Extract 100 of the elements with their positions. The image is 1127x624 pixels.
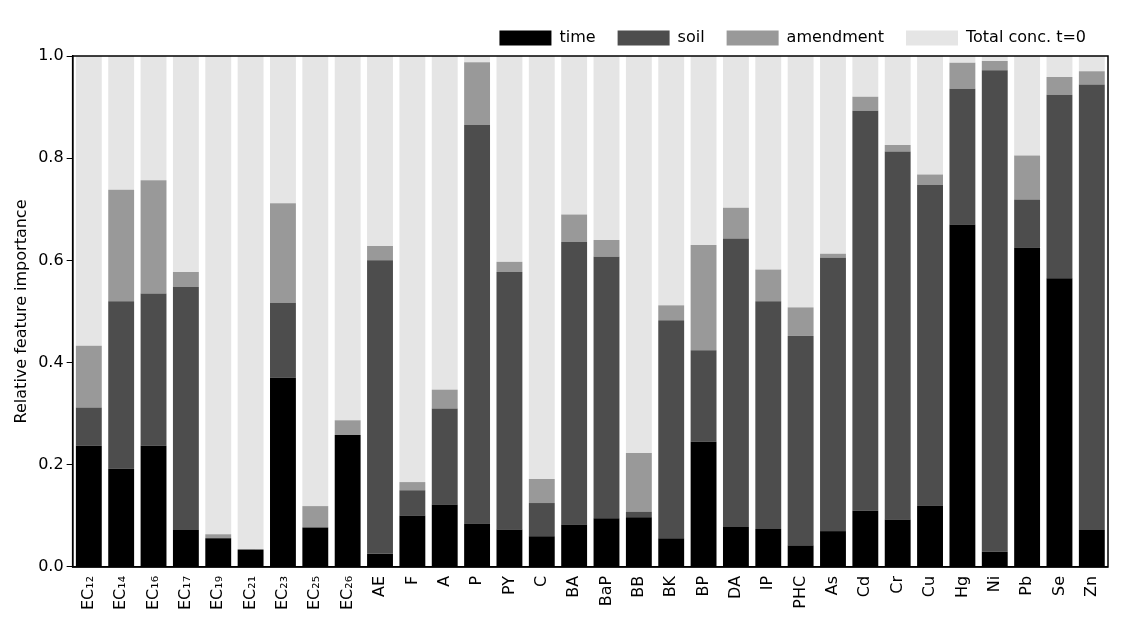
x-tick-label: AE xyxy=(369,575,389,597)
bar xyxy=(852,56,879,97)
bar xyxy=(237,56,264,550)
bar xyxy=(593,239,620,257)
bar xyxy=(270,56,296,204)
bar xyxy=(917,56,943,175)
bar xyxy=(334,420,361,436)
bar xyxy=(1078,56,1105,72)
x-tick-label: PY xyxy=(498,575,518,595)
x-tick-label: BP xyxy=(692,575,712,597)
bar xyxy=(270,203,296,303)
bar xyxy=(431,408,458,505)
x-tick-label: Cd xyxy=(854,575,874,598)
bar xyxy=(528,479,555,504)
x-tick-label: As xyxy=(822,575,842,596)
legend-label: soil xyxy=(677,27,705,47)
y-tick-label: 1.0 xyxy=(38,45,64,65)
x-tick-label: Cu xyxy=(919,575,939,598)
bar xyxy=(172,56,199,273)
bar xyxy=(108,189,135,302)
bar xyxy=(658,305,685,321)
bar xyxy=(884,151,911,520)
x-tick-label: Cr xyxy=(886,575,906,594)
bar xyxy=(625,511,652,518)
x-tick-label: BA xyxy=(563,575,583,598)
x-tick-label: Hg xyxy=(951,575,971,599)
y-tick-label: 0.8 xyxy=(38,147,64,167)
bar xyxy=(917,184,943,506)
bar xyxy=(690,245,717,351)
x-tick-label: Zn xyxy=(1080,575,1100,597)
bar xyxy=(496,272,523,530)
bar xyxy=(367,56,393,247)
bar xyxy=(852,96,879,111)
bar xyxy=(949,56,976,63)
bar xyxy=(140,56,167,181)
bar xyxy=(755,269,782,302)
x-tick-label: Pb xyxy=(1016,575,1036,596)
bar xyxy=(658,320,685,539)
bar xyxy=(270,302,296,378)
bar xyxy=(722,207,749,239)
bar xyxy=(884,56,911,145)
bar xyxy=(75,407,102,446)
x-tick-label: EC₁₄ xyxy=(110,575,130,610)
bar xyxy=(302,506,329,528)
bar xyxy=(722,238,749,528)
bar xyxy=(722,56,749,208)
bar xyxy=(1078,71,1105,85)
bar xyxy=(464,124,491,524)
bar xyxy=(302,56,329,507)
bar xyxy=(464,62,491,125)
bar xyxy=(787,307,814,336)
legend-label: Total conc. t=0 xyxy=(964,27,1087,47)
bar xyxy=(75,345,102,408)
x-tick-label: PHC xyxy=(789,575,809,609)
bar xyxy=(593,56,620,240)
bar xyxy=(690,56,717,246)
bar xyxy=(1014,56,1041,156)
bar xyxy=(755,301,782,530)
x-tick-label: DA xyxy=(725,575,745,599)
bar xyxy=(949,88,976,225)
bar xyxy=(820,56,846,254)
bar xyxy=(1046,76,1073,95)
y-axis-title: Relative feature importance xyxy=(10,199,30,424)
bar xyxy=(820,253,846,258)
bar xyxy=(561,214,588,242)
x-tick-label: EC₁₂ xyxy=(77,575,97,610)
bar xyxy=(399,490,426,516)
bar xyxy=(787,56,814,308)
x-tick-label: A xyxy=(433,575,453,587)
bar xyxy=(205,56,232,535)
bar xyxy=(755,56,782,270)
bar xyxy=(75,56,102,346)
bar xyxy=(431,56,458,390)
bar xyxy=(1046,56,1073,77)
bar xyxy=(172,272,199,287)
bar xyxy=(496,56,523,262)
x-tick-label: EC₂₃ xyxy=(272,575,292,610)
x-tick-label: BK xyxy=(660,575,680,598)
bar xyxy=(334,56,361,421)
x-tick-label: C xyxy=(530,575,550,588)
legend-label: time xyxy=(559,27,596,47)
bar xyxy=(399,482,426,491)
x-tick-label: BaP xyxy=(595,575,615,607)
x-tick-label: EC₂₁ xyxy=(239,575,259,610)
bar xyxy=(367,260,393,554)
bar xyxy=(108,56,135,190)
x-tick-label: BB xyxy=(628,575,648,598)
bar xyxy=(917,174,943,185)
x-tick-label: F xyxy=(401,575,421,586)
x-tick-label: EC₁₉ xyxy=(207,575,227,610)
bar xyxy=(852,110,879,511)
bar xyxy=(528,56,555,480)
x-tick-label: EC₁₇ xyxy=(175,575,195,610)
bar xyxy=(625,452,652,512)
bar xyxy=(561,56,588,215)
bar xyxy=(399,56,426,483)
bar xyxy=(820,257,846,532)
bar xyxy=(205,534,232,539)
bar xyxy=(367,246,393,261)
bar xyxy=(1078,84,1105,531)
